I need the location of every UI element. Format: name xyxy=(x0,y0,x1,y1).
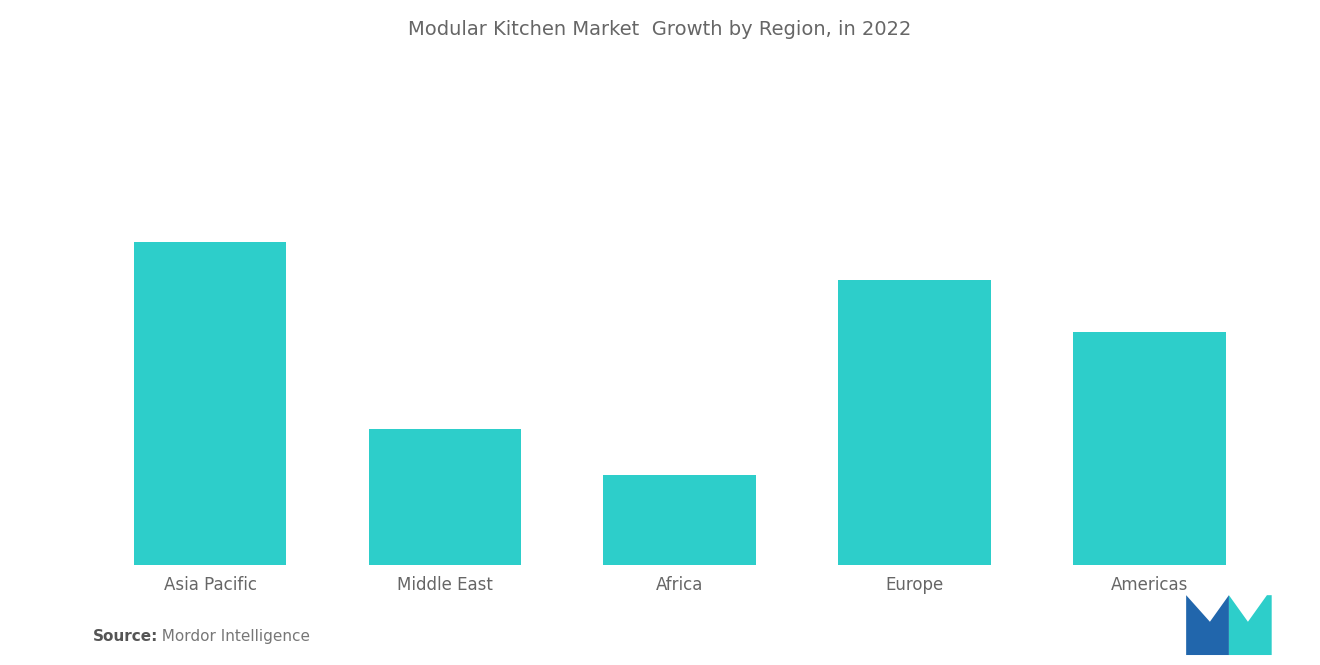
Bar xyxy=(838,281,991,565)
Bar xyxy=(603,475,756,565)
Bar xyxy=(1073,332,1226,565)
Polygon shape xyxy=(1229,595,1271,655)
Text: Mordor Intelligence: Mordor Intelligence xyxy=(152,628,310,644)
Bar xyxy=(368,430,521,565)
Text: Modular Kitchen Market  Growth by Region, in 2022: Modular Kitchen Market Growth by Region,… xyxy=(408,20,912,39)
Text: Source:: Source: xyxy=(92,628,158,644)
Polygon shape xyxy=(1187,595,1229,655)
Bar xyxy=(133,241,286,565)
